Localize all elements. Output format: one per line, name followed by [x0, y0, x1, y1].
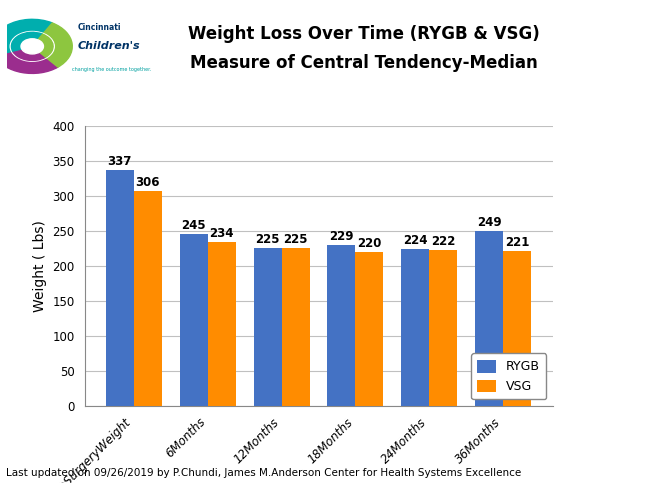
Text: changing the outcome together.: changing the outcome together.	[72, 67, 151, 72]
Text: 224: 224	[403, 234, 428, 247]
Text: Cincinnati: Cincinnati	[78, 23, 122, 31]
Bar	[328, 245, 356, 406]
Text: 245: 245	[181, 219, 206, 232]
Text: 225: 225	[255, 233, 280, 246]
Bar	[134, 191, 162, 406]
Text: 249: 249	[477, 216, 501, 229]
Bar	[503, 251, 531, 406]
Text: 225: 225	[283, 233, 308, 246]
Text: Last updated on 09/26/2019 by P.Chundi, James M.Anderson Center for Health Syste: Last updated on 09/26/2019 by P.Chundi, …	[6, 468, 522, 478]
Wedge shape	[12, 32, 43, 51]
Bar	[475, 231, 503, 406]
Text: 229: 229	[329, 230, 354, 243]
Bar	[208, 242, 236, 406]
Text: 337: 337	[108, 155, 132, 168]
Wedge shape	[0, 46, 58, 73]
Wedge shape	[12, 46, 46, 60]
Legend: RYGB, VSG: RYGB, VSG	[471, 354, 546, 399]
Text: Children's: Children's	[78, 42, 140, 51]
Circle shape	[21, 39, 44, 54]
Bar	[356, 252, 383, 406]
Text: 220: 220	[358, 237, 382, 250]
Wedge shape	[32, 23, 72, 67]
Y-axis label: Weight ( Lbs): Weight ( Lbs)	[33, 220, 47, 312]
Bar	[254, 248, 281, 406]
Circle shape	[10, 31, 54, 61]
Wedge shape	[32, 34, 53, 57]
Bar	[281, 248, 309, 406]
Text: 221: 221	[505, 236, 529, 249]
Bar	[106, 170, 134, 406]
Bar	[401, 249, 429, 406]
Text: Weight Loss Over Time (RYGB & VSG): Weight Loss Over Time (RYGB & VSG)	[188, 25, 540, 43]
Bar	[429, 250, 458, 406]
Text: Measure of Central Tendency-Median: Measure of Central Tendency-Median	[190, 54, 538, 72]
Text: 234: 234	[209, 227, 234, 240]
Text: 306: 306	[136, 176, 160, 189]
Wedge shape	[0, 19, 52, 56]
Text: 222: 222	[431, 235, 456, 248]
Bar	[179, 234, 208, 406]
